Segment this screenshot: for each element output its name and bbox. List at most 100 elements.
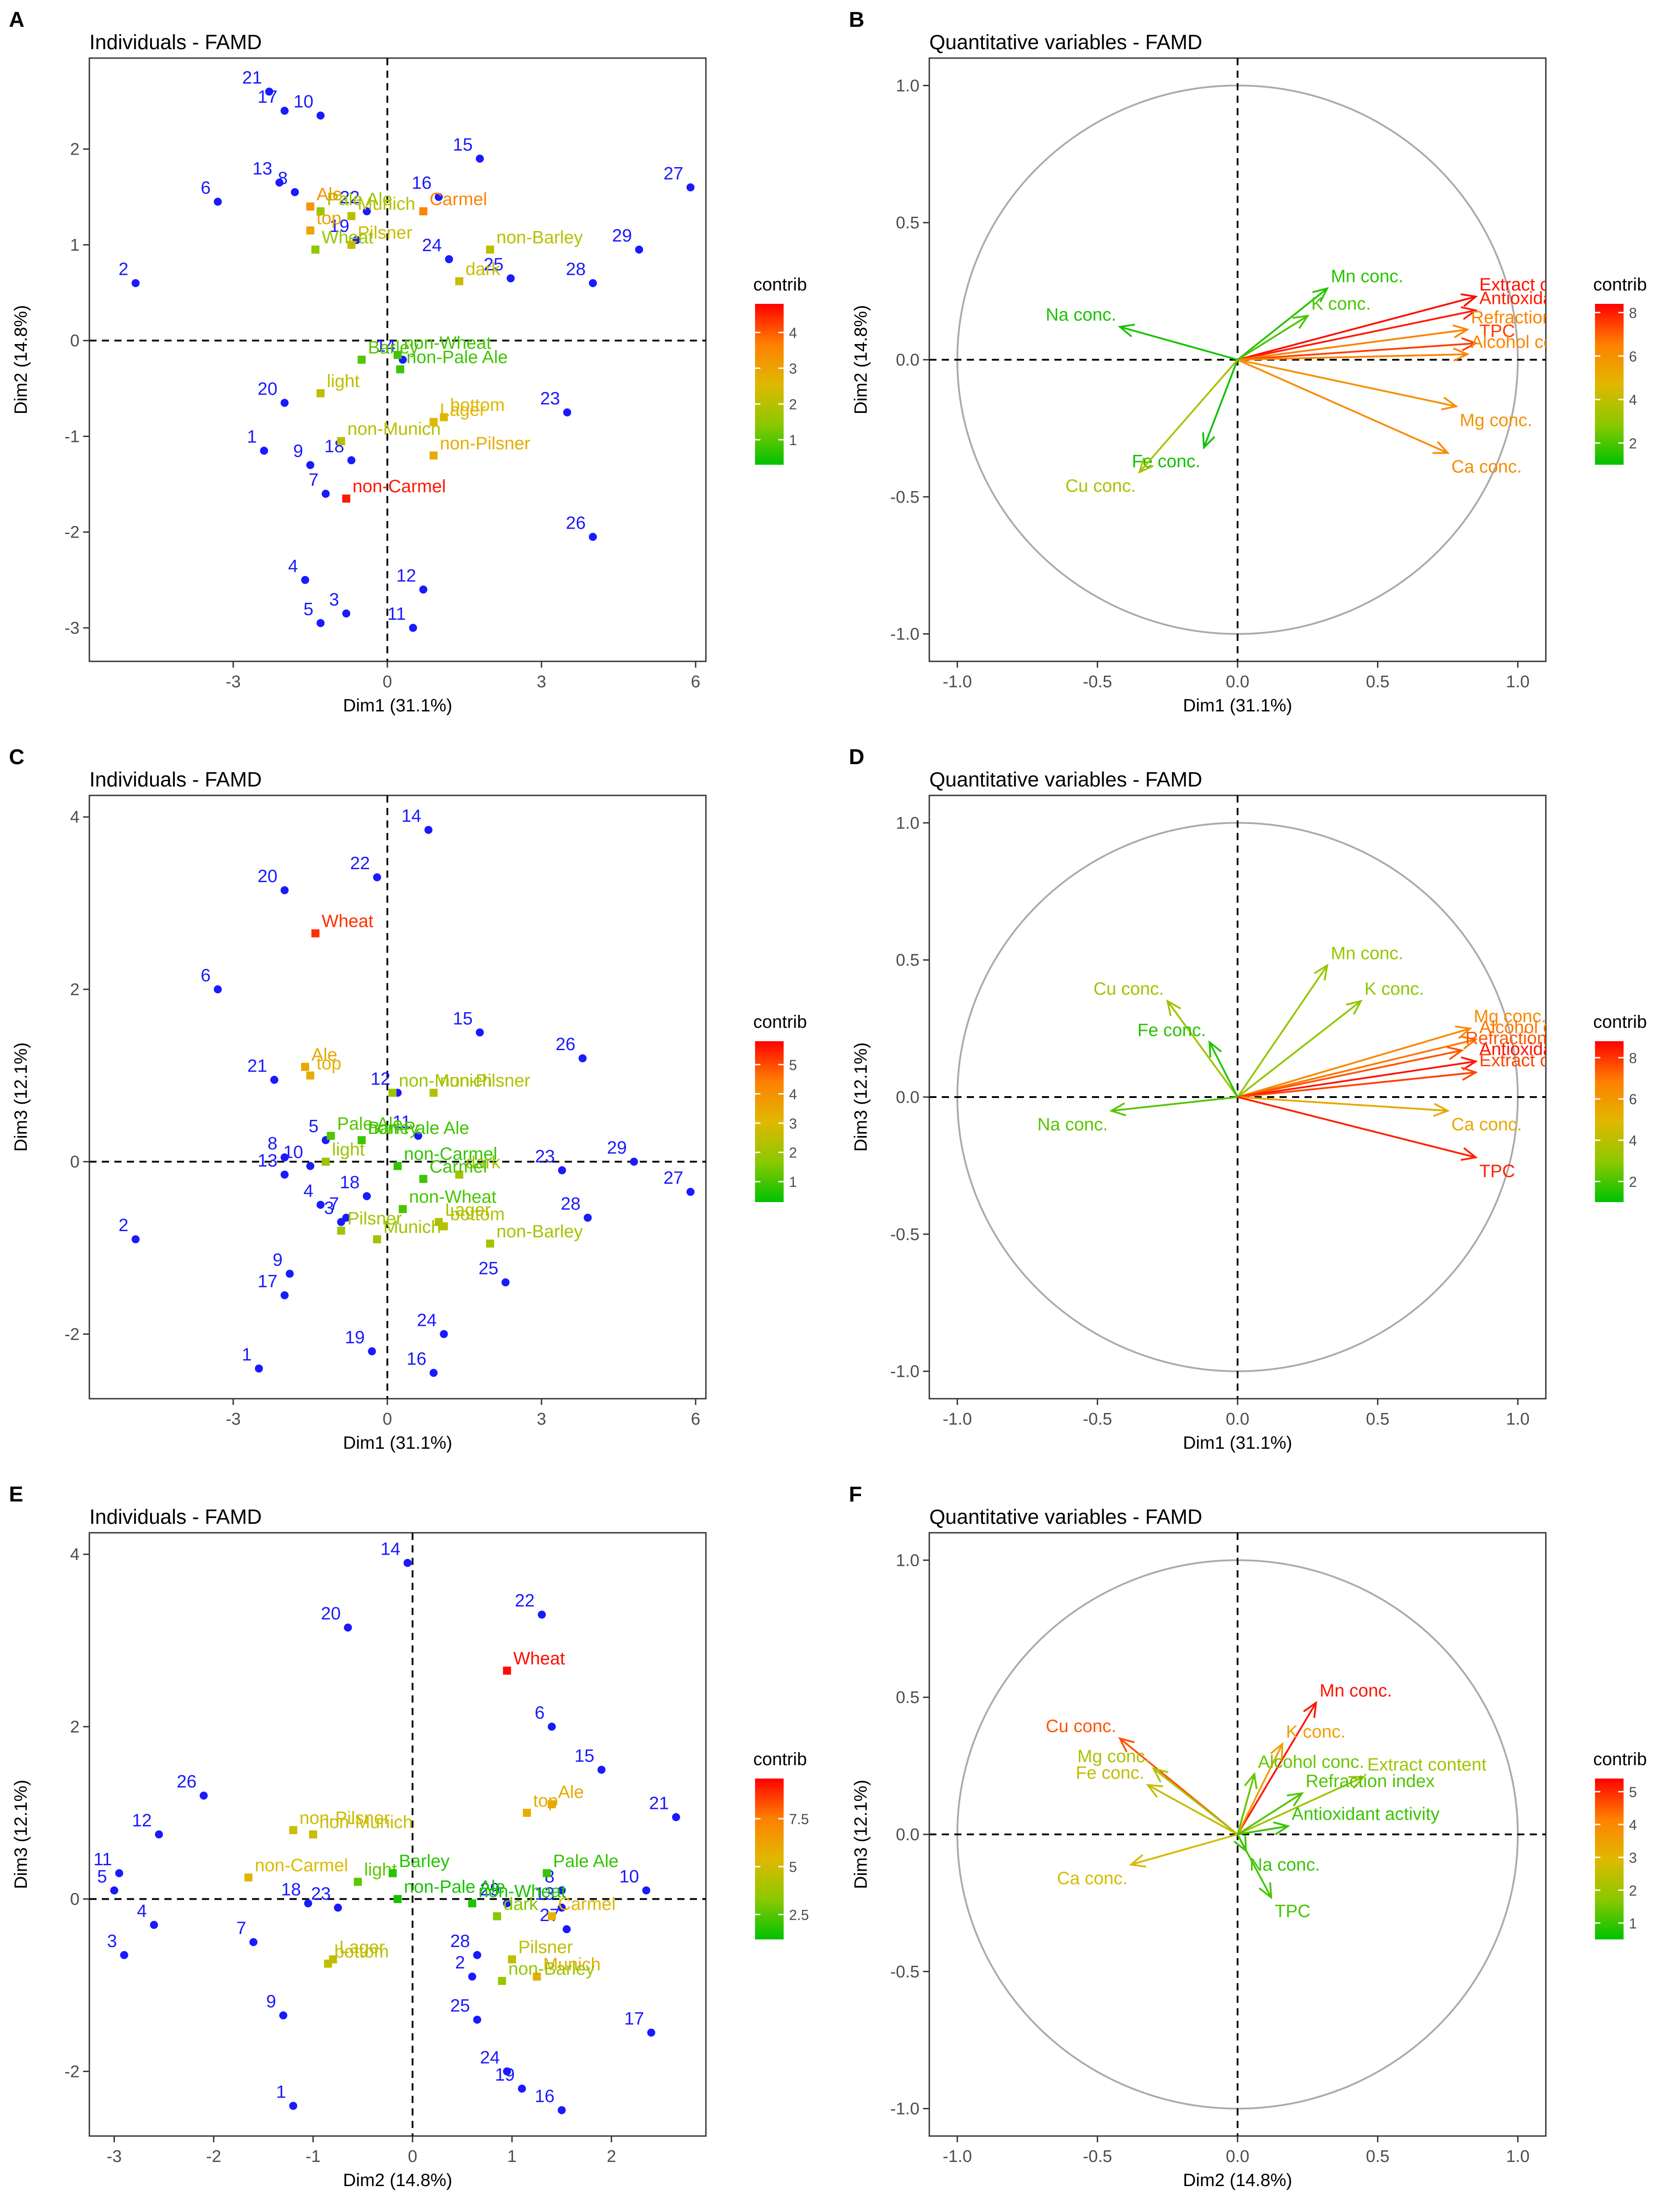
individual-label-16: 16 <box>412 173 432 193</box>
individual-point-18 <box>363 1192 371 1200</box>
individual-label-23: 23 <box>311 1884 331 1904</box>
variable-label: K conc. <box>1286 1722 1345 1742</box>
category-label: Pale Ale <box>553 1851 619 1871</box>
individual-point-12 <box>155 1830 163 1838</box>
individual-label-26: 26 <box>176 1772 197 1791</box>
individual-point-16 <box>429 1369 438 1377</box>
individual-point-29 <box>630 1157 638 1166</box>
category-marker <box>542 1869 551 1877</box>
individual-point-27 <box>562 1925 571 1934</box>
plot-title: Quantitative variables - FAMD <box>929 768 1202 791</box>
individual-label-19: 19 <box>345 1328 365 1347</box>
legend-colorbar <box>1595 1041 1624 1202</box>
category-label: Pilsner <box>518 1938 573 1957</box>
arrow-head <box>1244 1772 1258 1789</box>
individual-point-13 <box>558 1903 566 1912</box>
individual-point-7 <box>342 1214 350 1222</box>
individual-label-4: 4 <box>303 1181 313 1201</box>
individual-point-13 <box>275 178 284 187</box>
individual-label-29: 29 <box>480 1880 500 1899</box>
arrow-head <box>1433 1103 1450 1117</box>
category-label: non-Carmel <box>353 477 446 496</box>
contrib-legend: contrib 2.5 5 7.5 <box>753 1749 809 1939</box>
category-label: Ale <box>311 1045 337 1065</box>
individual-point-13 <box>281 1170 289 1179</box>
individual-label-23: 23 <box>540 389 560 408</box>
individual-label-26: 26 <box>566 513 586 533</box>
variable-arrow <box>1237 965 1328 1098</box>
plot-title: Individuals - FAMD <box>89 1505 262 1528</box>
individual-point-19 <box>368 1347 376 1355</box>
individual-label-14: 14 <box>376 336 396 356</box>
x-tick-label: -3 <box>226 673 241 691</box>
x-tick-label: 0.5 <box>1366 1410 1389 1429</box>
x-tick-label: 0.0 <box>1226 2147 1250 2166</box>
individual-label-4: 4 <box>288 556 298 576</box>
individual-point-18 <box>304 1899 312 1908</box>
category-marker <box>357 356 366 364</box>
category-label: Lager <box>339 1938 385 1957</box>
x-tick-label: 1.0 <box>1506 1410 1530 1429</box>
y-tick-label: 1.0 <box>896 76 919 95</box>
variable-label: Na conc. <box>1037 1115 1108 1135</box>
y-tick-label: -1.0 <box>890 2100 919 2119</box>
individual-point-26 <box>199 1791 208 1800</box>
category-marker <box>440 413 448 421</box>
category-label: Pilsner <box>348 1209 402 1228</box>
variable-label: Antioxidant activity <box>1292 1804 1440 1824</box>
individual-label-23: 23 <box>535 1147 555 1166</box>
individual-point-17 <box>281 106 289 115</box>
plot-title: Quantitative variables - FAMD <box>929 30 1202 54</box>
x-tick-label: 1.0 <box>1506 2147 1530 2166</box>
category-marker <box>324 1960 332 1968</box>
y-tick-label: 4 <box>70 808 80 827</box>
arrow-head <box>1138 457 1154 474</box>
category-marker <box>394 1895 402 1903</box>
variable-arrow <box>1237 359 1456 408</box>
category-label: top <box>317 209 342 228</box>
category-marker <box>289 1826 298 1834</box>
individual-label-20: 20 <box>321 1604 341 1623</box>
category-marker <box>533 1972 541 1981</box>
individual-point-28 <box>583 1214 592 1222</box>
arrow-head <box>1461 337 1478 351</box>
contrib-legend: contrib 1 2 3 4 5 <box>753 1012 807 1202</box>
variable-arrow <box>1237 1000 1362 1098</box>
individual-label-13: 13 <box>252 159 273 179</box>
plot-frame <box>88 1532 707 2137</box>
y-tick-label: 0.0 <box>896 351 919 370</box>
individual-point-11 <box>414 1131 422 1140</box>
legend-tick-label: 2.5 <box>789 1907 809 1923</box>
variable-label: Alcohol conc. <box>1258 1752 1364 1772</box>
y-axis-label: Dim3 (12.1%) <box>851 1043 871 1152</box>
legend-tick-label: 2 <box>789 396 797 412</box>
variable-arrow <box>1237 1834 1272 1898</box>
category-marker <box>486 1239 494 1248</box>
individual-point-26 <box>579 1054 587 1063</box>
category-marker <box>322 1157 330 1166</box>
individual-point-22 <box>373 873 381 882</box>
legend-tick-label: 8 <box>1629 1050 1637 1066</box>
x-tick-label: 0.0 <box>1226 1410 1250 1429</box>
category-label: non-Carmel <box>255 1855 348 1875</box>
category-label: Carmel <box>430 1157 487 1177</box>
category-marker <box>306 202 315 211</box>
legend-title: contrib <box>1593 1012 1647 1032</box>
individual-point-25 <box>507 274 515 282</box>
individual-point-29 <box>635 245 643 254</box>
category-label: bottom <box>334 1942 389 1961</box>
individual-point-21 <box>265 88 273 96</box>
legend-tick-label: 4 <box>1629 1133 1637 1149</box>
arrow-head <box>1129 1854 1146 1868</box>
individual-point-9 <box>306 461 315 469</box>
individual-label-20: 20 <box>258 866 278 886</box>
legend-tick-label: 5 <box>789 1859 797 1875</box>
plot-area: Mn conc. Cu conc. K conc. Mg conc. Alcohol c… <box>929 1533 1546 2136</box>
variable-arrow <box>1147 1784 1238 1835</box>
category-marker <box>503 1666 511 1675</box>
variable-arrow <box>1237 1776 1364 1835</box>
legend-tick-label: 7.5 <box>789 1811 809 1827</box>
x-tick-label: -0.5 <box>1083 2147 1112 2166</box>
individual-point-27 <box>686 183 695 192</box>
variable-label: Mn conc. <box>1331 266 1403 286</box>
